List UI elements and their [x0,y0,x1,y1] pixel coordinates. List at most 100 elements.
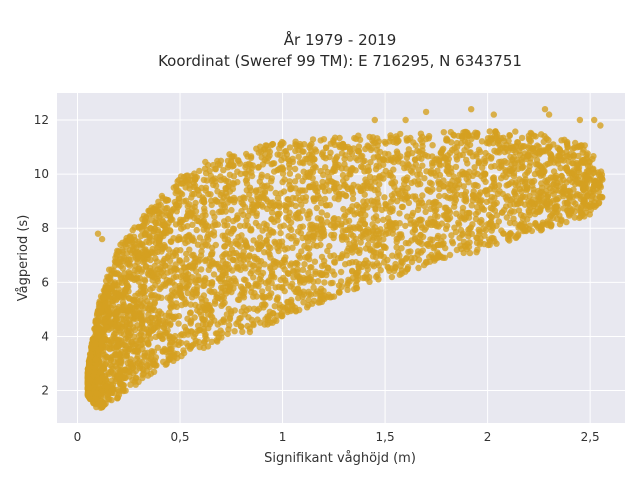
data-point [410,139,417,146]
data-point [235,296,243,304]
data-point [388,273,396,281]
data-point [148,248,155,255]
y-tick-label: 12 [34,113,49,127]
data-point [429,162,436,169]
data-point [518,142,525,150]
data-point [152,354,160,361]
data-point [119,320,126,327]
data-point [377,251,384,258]
data-point [491,186,498,193]
y-tick-label: 4 [41,329,49,343]
data-point [220,294,227,302]
y-tick-label: 10 [34,167,49,181]
data-point [478,197,485,204]
data-point [177,284,184,291]
data-point [323,144,330,151]
data-point [518,134,526,142]
data-point [194,322,202,329]
data-point [544,176,552,183]
data-point [178,339,185,347]
data-point [246,252,253,259]
data-point [181,323,188,331]
data-point [345,217,353,225]
data-point [557,164,564,172]
data-point [125,273,132,281]
data-point [288,235,295,242]
data-point [105,344,112,352]
data-point [140,212,148,220]
data-point [495,218,502,225]
data-point [506,132,513,139]
data-point [389,195,397,202]
data-point [439,241,446,248]
data-point [199,243,206,250]
data-point-outlier [422,108,430,116]
scatter-points [84,106,606,411]
data-point [164,196,171,204]
data-point [417,136,424,143]
data-point [572,139,579,147]
data-point [398,245,405,252]
y-axis-label: Vågperiod (s) [16,215,31,302]
data-point [472,210,480,218]
data-point [514,156,521,163]
data-point [143,297,151,305]
data-point [493,199,500,207]
data-point [462,196,470,203]
data-point [318,209,325,216]
data-point [431,198,439,205]
data-point [168,345,175,352]
data-point [465,179,472,186]
data-point [344,286,351,293]
data-point [418,216,425,224]
data-point [402,268,409,275]
data-point [259,288,266,295]
data-point [124,307,132,314]
data-point [570,186,577,193]
data-point [271,202,278,210]
data-point [111,389,118,397]
data-point [289,244,296,251]
data-point [549,154,556,162]
data-point [237,323,245,330]
data-point [146,264,154,272]
data-point [162,312,169,319]
data-point [201,282,208,289]
data-point [227,230,235,237]
data-point [471,169,478,176]
data-point [147,286,154,293]
data-point [114,270,121,277]
data-point [357,187,364,195]
data-point [261,183,268,190]
data-point [542,146,550,154]
x-tick-label: 0,5 [170,430,189,444]
data-point [324,168,331,176]
data-point [503,196,511,203]
data-point [328,293,335,300]
data-point [360,207,367,214]
data-point [336,134,343,142]
data-point [205,266,212,274]
data-point [241,195,248,202]
data-point [139,345,146,352]
data-point [249,262,257,269]
data-point [269,310,277,317]
data-point [138,240,146,248]
data-point [511,201,518,208]
data-point [558,217,565,224]
data-point [442,204,450,211]
data-point [537,172,544,179]
data-point [580,197,588,205]
data-point [258,278,265,285]
data-point [589,166,596,173]
data-point [465,209,472,217]
data-point [380,216,387,223]
data-point [253,187,260,194]
data-point [510,208,518,215]
data-point [419,192,426,199]
data-point [453,148,460,156]
data-point [520,154,527,161]
data-point [354,147,362,155]
data-point [272,284,279,291]
data-point [563,218,570,226]
